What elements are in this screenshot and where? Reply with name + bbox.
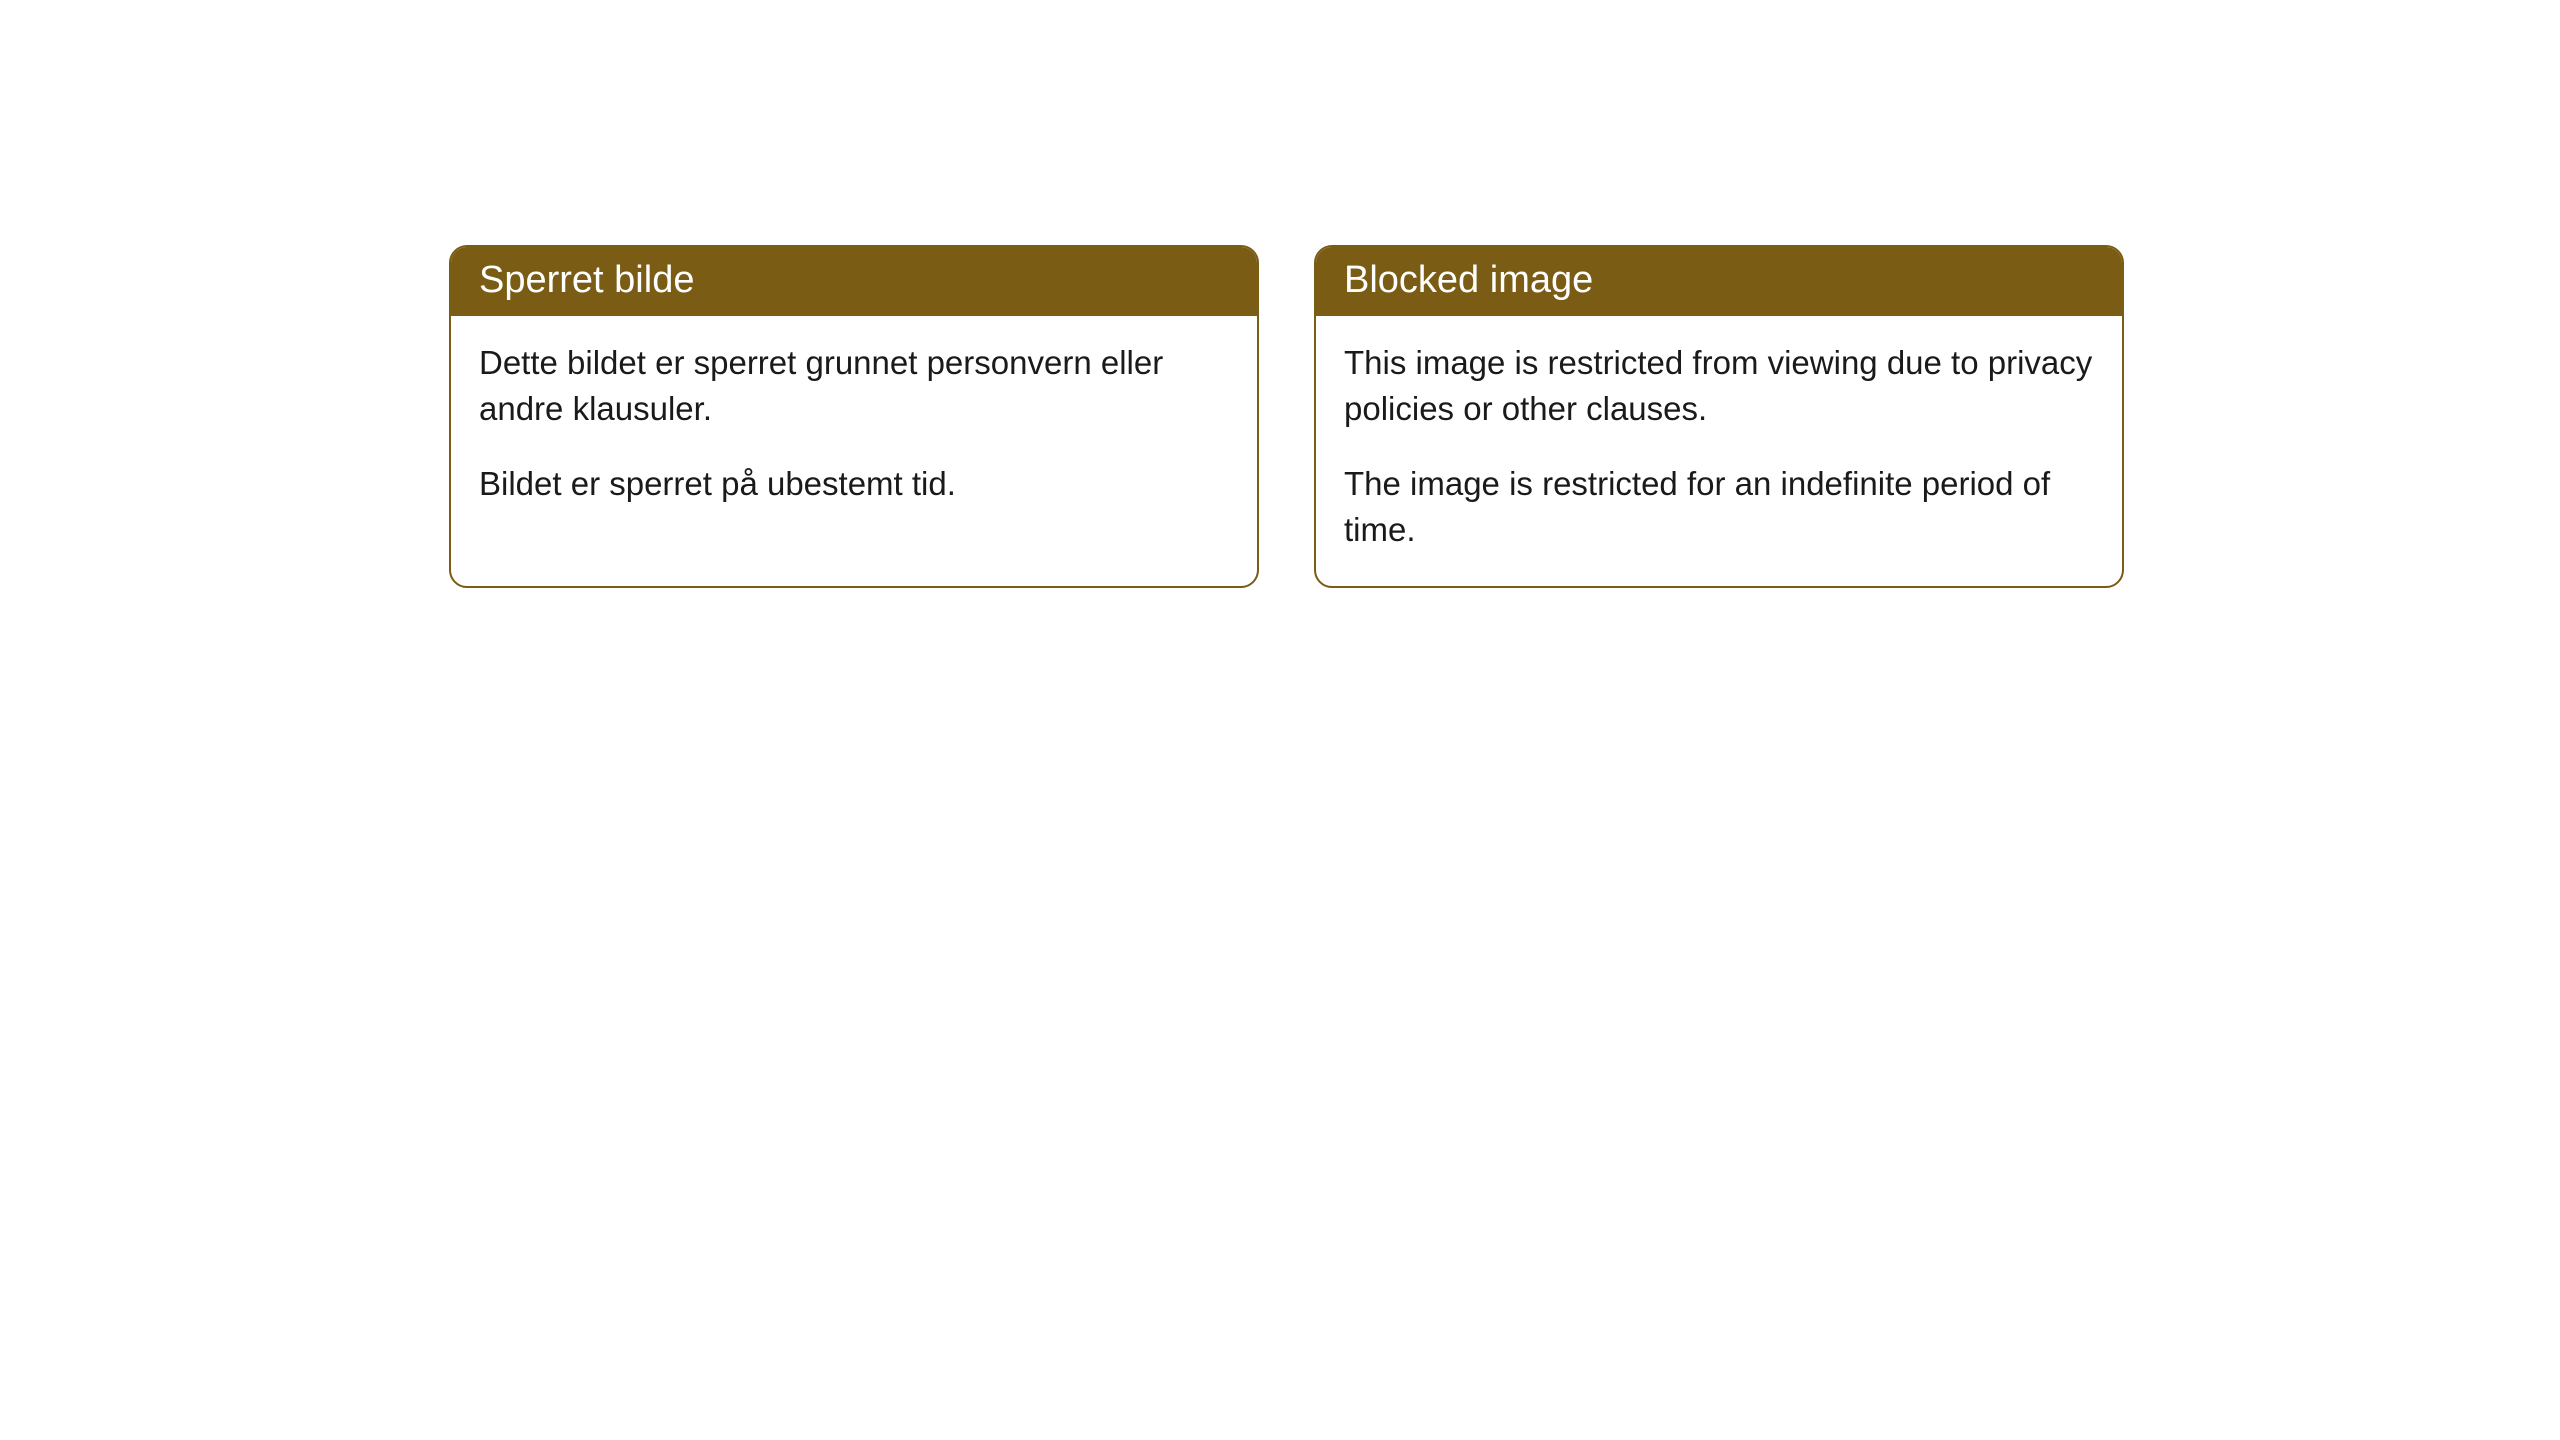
notice-card-english: Blocked image This image is restricted f… bbox=[1314, 245, 2124, 588]
notice-text-line2-english: The image is restricted for an indefinit… bbox=[1344, 461, 2094, 552]
notice-body-norwegian: Dette bildet er sperret grunnet personve… bbox=[451, 316, 1257, 545]
notice-text-line2-norwegian: Bildet er sperret på ubestemt tid. bbox=[479, 461, 1229, 507]
notice-text-line1-english: This image is restricted from viewing du… bbox=[1344, 340, 2094, 431]
notice-header-norwegian: Sperret bilde bbox=[451, 247, 1257, 316]
notice-cards-container: Sperret bilde Dette bildet er sperret gr… bbox=[449, 245, 2560, 588]
notice-body-english: This image is restricted from viewing du… bbox=[1316, 316, 2122, 586]
notice-card-norwegian: Sperret bilde Dette bildet er sperret gr… bbox=[449, 245, 1259, 588]
notice-header-english: Blocked image bbox=[1316, 247, 2122, 316]
notice-text-line1-norwegian: Dette bildet er sperret grunnet personve… bbox=[479, 340, 1229, 431]
